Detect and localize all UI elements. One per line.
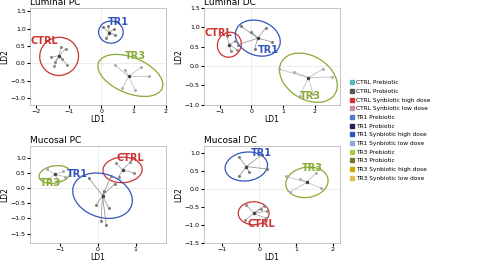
Legend: CTRL Prebiotic, CTRL Probiotic, CTRL Synbiotic high dose, CTRL Synbiotic low dos: CTRL Prebiotic, CTRL Probiotic, CTRL Syn… xyxy=(350,80,430,181)
Text: TR3: TR3 xyxy=(300,91,320,101)
Y-axis label: LD2: LD2 xyxy=(0,187,10,202)
Text: Mucosal DC: Mucosal DC xyxy=(204,136,257,145)
Text: CTRL: CTRL xyxy=(30,36,58,46)
Text: Luminal PC: Luminal PC xyxy=(30,0,80,7)
Text: Mucosal PC: Mucosal PC xyxy=(30,136,81,145)
X-axis label: LD1: LD1 xyxy=(264,253,280,261)
Text: TR1: TR1 xyxy=(258,45,280,55)
X-axis label: LD1: LD1 xyxy=(90,253,106,261)
Y-axis label: LD2: LD2 xyxy=(0,49,10,64)
Y-axis label: LD2: LD2 xyxy=(174,187,184,202)
Text: Luminal DC: Luminal DC xyxy=(204,0,256,7)
Y-axis label: LD2: LD2 xyxy=(174,49,184,64)
Text: TR3: TR3 xyxy=(302,163,323,173)
Text: CTRL: CTRL xyxy=(247,219,275,229)
Text: TR1: TR1 xyxy=(66,169,87,180)
Text: CTRL: CTRL xyxy=(204,28,232,38)
Text: CTRL: CTRL xyxy=(116,153,144,163)
Text: TR1: TR1 xyxy=(250,148,272,158)
Text: TR3: TR3 xyxy=(124,51,146,61)
Text: TR3: TR3 xyxy=(40,178,62,188)
X-axis label: LD1: LD1 xyxy=(264,115,280,124)
Text: TR1: TR1 xyxy=(108,17,128,27)
X-axis label: LD1: LD1 xyxy=(90,115,106,124)
